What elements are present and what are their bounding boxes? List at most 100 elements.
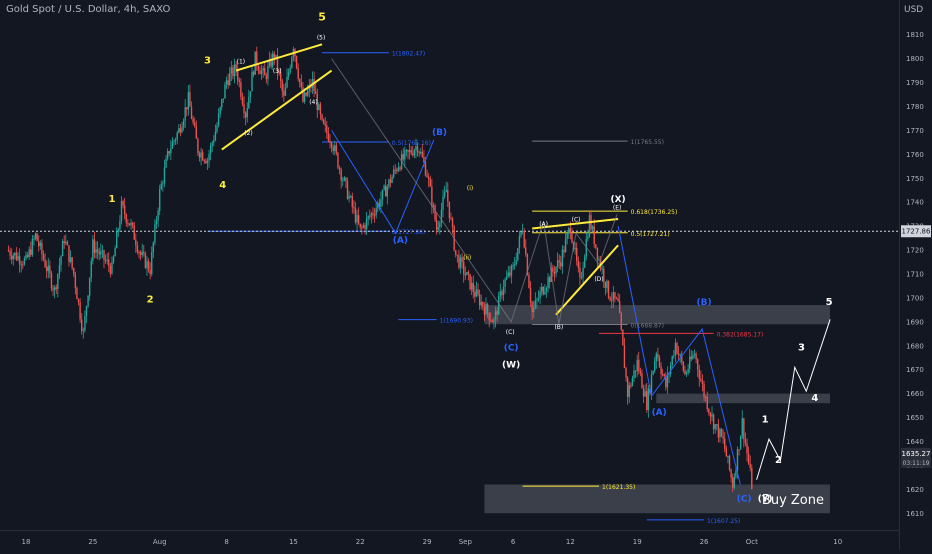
wave-line [331,58,618,325]
candle-body [73,268,75,275]
candle-body [397,167,400,171]
candle-body [300,82,303,88]
price-zone [484,305,830,325]
candle-body [547,277,549,288]
candle-body [329,141,331,143]
candle-body [450,217,452,219]
candle-body [337,152,339,168]
candle-body [230,67,233,74]
candle-body [556,260,559,268]
candle-body [529,288,532,303]
candle-body [728,455,731,470]
candle-body [566,232,568,239]
candle-body [437,227,439,230]
candle-body [618,301,621,314]
candle-body [660,366,662,375]
x-tick-label: 10 [833,538,842,546]
candle-body [749,463,751,468]
candle-body [127,222,129,224]
candle-body [545,287,548,292]
candle-body [443,192,446,197]
candle-body [561,249,564,267]
candle-body [447,190,449,202]
candle-body [681,354,683,363]
candle-body [435,219,438,230]
candle-body [281,81,283,91]
candle-body [42,254,45,260]
candle-body [638,359,640,372]
candle-body [744,439,747,444]
candle-body [98,251,100,255]
candle-body [74,274,77,288]
candle-body [451,218,454,227]
candle-body [647,388,650,411]
candle-body [445,190,447,193]
candle-body [534,300,537,308]
candle-body [45,266,48,272]
candle-body [555,267,557,274]
candle-body [421,152,424,158]
candle-body [246,108,248,118]
candle-body [459,257,462,268]
candle-body [181,127,183,133]
candle-body [65,241,67,244]
wave-label: 1 [108,194,115,205]
wave-line [235,43,323,72]
candle-body [260,70,263,75]
candle-body [649,388,651,393]
candle-body [615,298,618,300]
candle-body [139,252,142,255]
candle-body [507,272,509,277]
candle-body [346,181,349,199]
candle-body [291,57,293,68]
candle-body [593,226,595,245]
candle-body [751,467,753,489]
candle-body [103,250,105,261]
candle-body [494,311,497,320]
candle-body [732,477,734,488]
candle-body [560,262,562,267]
candle-body [515,260,517,264]
candle-body [7,250,10,252]
candle-body [695,353,697,360]
candle-body [431,186,433,207]
candle-body [743,418,745,440]
candle-body [119,221,121,230]
candle-body [722,436,724,439]
candle-body [587,236,589,239]
candle-body [61,241,64,257]
wave-label: 5 [318,10,326,23]
candle-body [646,391,648,411]
candle-body [685,372,688,375]
candle-body [166,151,169,159]
y-tick-label: 1620 [906,486,924,494]
candle-body [268,59,271,67]
candle-body [170,148,172,154]
candle-body [330,142,333,148]
candle-body [440,209,443,223]
candle-body [469,274,471,290]
candle-body [709,412,712,417]
candle-body [273,53,275,58]
wave-label: 2 [147,295,154,306]
candle-body [168,151,170,154]
y-tick-label: 1740 [906,199,924,207]
candle-body [112,256,115,263]
candle-body [47,265,49,272]
candle-body [388,179,390,187]
candle-body [467,272,470,275]
candle-body [579,267,581,278]
candle-body [90,260,92,278]
candle-body [20,264,22,266]
candle-body [39,242,42,247]
candle-body [224,84,226,99]
candle-body [673,355,675,357]
candle-body [57,274,59,290]
candle-body [520,232,522,236]
y-tick-label: 1650 [906,414,924,422]
candle-body [634,370,637,372]
reference-price-tag [901,225,931,238]
candle-body [642,388,645,397]
